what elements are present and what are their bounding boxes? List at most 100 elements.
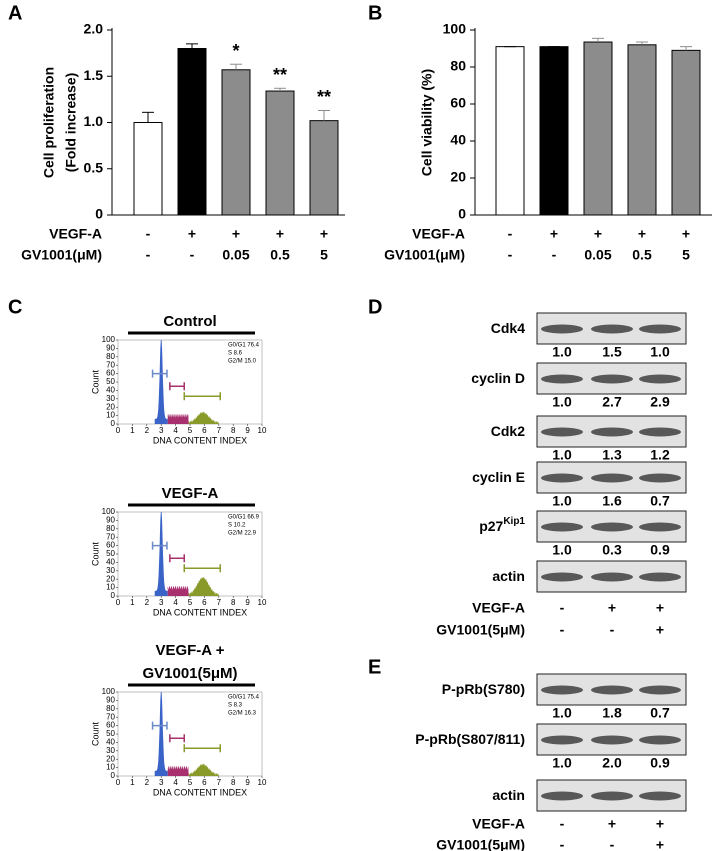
y-tick-label: 10 — [106, 583, 115, 592]
gate-marker — [151, 721, 168, 730]
condition-label: VEGF-A — [49, 226, 102, 242]
phase-stat: G2/M 16.3 — [228, 711, 257, 717]
band-ratio: 0.7 — [650, 493, 670, 509]
protein-name: p27 — [479, 518, 503, 534]
x-tick-label: 1 — [130, 778, 135, 787]
blot-label: actin — [492, 568, 525, 584]
band-ratio: 0.9 — [650, 755, 670, 771]
panel-label: D — [368, 296, 382, 318]
blot-band — [639, 427, 681, 437]
condition-value: + — [656, 600, 664, 616]
blot-band — [591, 522, 633, 532]
gate-marker — [169, 734, 185, 743]
y-tick-label: 20 — [106, 754, 115, 763]
protein-superscript: Kip1 — [503, 516, 525, 527]
y-tick-label: 2.0 — [84, 21, 104, 37]
condition-label: GV1001(μM) — [384, 247, 465, 263]
panel-label: B — [368, 2, 382, 24]
y-tick-label: 0 — [111, 419, 116, 428]
x-tick-label: 3 — [159, 426, 164, 435]
band-ratio: 2.7 — [602, 394, 622, 410]
histogram-area — [154, 340, 168, 424]
blot-band — [591, 324, 633, 334]
gate-marker — [169, 554, 185, 563]
x-tick-label: 10 — [258, 598, 267, 607]
blot-label: cyclin E — [472, 469, 525, 485]
error-bar — [592, 37, 604, 43]
y-tick-label: 0 — [111, 771, 116, 780]
condition-value: - — [560, 816, 565, 832]
histogram-title: Control — [163, 313, 216, 330]
y-tick-label: 30 — [106, 566, 115, 575]
y-tick-label: 60 — [450, 95, 466, 111]
bar — [177, 48, 207, 216]
x-tick-label: 8 — [231, 598, 236, 607]
y-tick-label: 60 — [106, 721, 115, 730]
band-ratio: 1.8 — [602, 705, 622, 721]
condition-value: + — [608, 816, 616, 832]
blot-band — [639, 572, 681, 582]
x-tick-label: 1 — [130, 598, 135, 607]
blot-band — [591, 735, 633, 745]
phase-stat: G0/G1 76.4 — [228, 343, 260, 349]
blot-band — [541, 522, 583, 532]
y-tick-label: 50 — [106, 729, 115, 738]
significance-mark: ** — [273, 65, 287, 85]
y-tick-label: 80 — [106, 524, 115, 533]
protein-name: actin — [492, 568, 525, 584]
y-tick-label: 100 — [102, 507, 116, 516]
condition-value: - — [560, 600, 565, 616]
condition-value: 0.05 — [222, 247, 249, 263]
protein-name: cyclin D — [471, 370, 525, 386]
x-tick-label: 0 — [116, 778, 121, 787]
blot-band — [591, 791, 633, 801]
blot-label: P-pRb(S780) — [442, 681, 525, 697]
y-tick-label: 100 — [443, 21, 467, 37]
blot-band — [639, 735, 681, 745]
gate-marker — [169, 382, 185, 391]
phase-stat: G0/G1 75.4 — [228, 695, 260, 701]
band-ratio: 1.0 — [552, 344, 572, 360]
x-tick-label: 1 — [130, 426, 135, 435]
protein-name: P-pRb(S780) — [442, 681, 525, 697]
y-tick-label: 50 — [106, 549, 115, 558]
band-ratio: 1.0 — [552, 755, 572, 771]
y-axis-label: Count — [90, 542, 100, 567]
blot-band — [591, 374, 633, 384]
condition-value: 5 — [320, 247, 328, 263]
histogram-area — [167, 765, 189, 776]
y-tick-label: 40 — [450, 132, 466, 148]
condition-value: + — [656, 622, 664, 638]
blot-band — [541, 324, 583, 334]
histogram-area — [188, 411, 219, 424]
x-tick-label: 5 — [188, 778, 193, 787]
condition-value: 5 — [682, 247, 690, 263]
condition-label: VEGF-A — [472, 816, 525, 832]
y-tick-label: 10 — [106, 763, 115, 772]
y-axis-label: Cell viability (%) — [419, 69, 435, 176]
gate-marker — [183, 392, 221, 401]
y-tick-label: 40 — [106, 558, 115, 567]
condition-value: + — [682, 226, 690, 242]
blot-band — [591, 473, 633, 483]
condition-label: VEGF-A — [412, 226, 465, 242]
band-ratio: 0.3 — [602, 542, 622, 558]
x-tick-label: 4 — [173, 426, 178, 435]
x-tick-label: 9 — [245, 778, 250, 787]
condition-value: - — [146, 226, 151, 242]
x-tick-label: 3 — [159, 778, 164, 787]
y-tick-label: 90 — [106, 696, 115, 705]
error-bar — [230, 63, 242, 70]
y-axis-label: Cell proliferation — [41, 67, 57, 178]
condition-value: - — [560, 622, 565, 638]
blot-band — [639, 324, 681, 334]
histogram-area — [167, 585, 189, 596]
condition-value: + — [232, 226, 240, 242]
y-tick-label: 40 — [106, 738, 115, 747]
protein-name: cyclin E — [472, 469, 525, 485]
blot-band — [541, 735, 583, 745]
x-tick-label: 3 — [159, 598, 164, 607]
blot-label: actin — [492, 787, 525, 803]
y-tick-label: 0 — [111, 591, 116, 600]
